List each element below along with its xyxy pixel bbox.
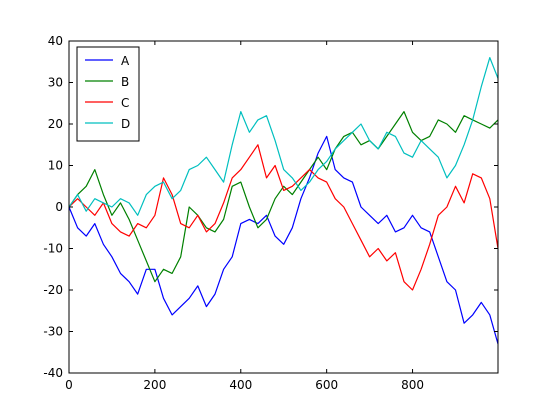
plot-area [69, 56, 498, 345]
y-tick-label: -20 [43, 283, 63, 297]
series-line-a [69, 135, 498, 345]
y-tick-label: 10 [48, 159, 63, 173]
legend-label-d: D [121, 117, 130, 131]
x-tick-label: 600 [315, 378, 338, 392]
legend-label-b: B [121, 75, 129, 89]
y-tick-label: -30 [43, 325, 63, 339]
y-tick-label: 20 [48, 117, 63, 131]
x-tick-label: 800 [401, 378, 424, 392]
x-tick-label: 200 [143, 378, 166, 392]
y-tick-label: 40 [48, 34, 63, 48]
y-tick-label: -40 [43, 366, 63, 380]
x-tick-label: 400 [229, 378, 252, 392]
y-tick-label: -10 [43, 242, 63, 256]
series-line-c [69, 144, 498, 291]
series-line-d [69, 56, 498, 216]
y-tick-label: 0 [55, 200, 63, 214]
axes: 0 200 400 600 800 -40 -30 -20 -10 0 10 20 30 40 [43, 34, 499, 392]
x-tick-label: 0 [65, 378, 73, 392]
legend-box [76, 46, 140, 142]
legend-label-a: A [121, 54, 130, 68]
series-line-b [69, 110, 498, 283]
legend-label-c: C [121, 96, 129, 110]
y-tick-label: 30 [48, 76, 63, 90]
